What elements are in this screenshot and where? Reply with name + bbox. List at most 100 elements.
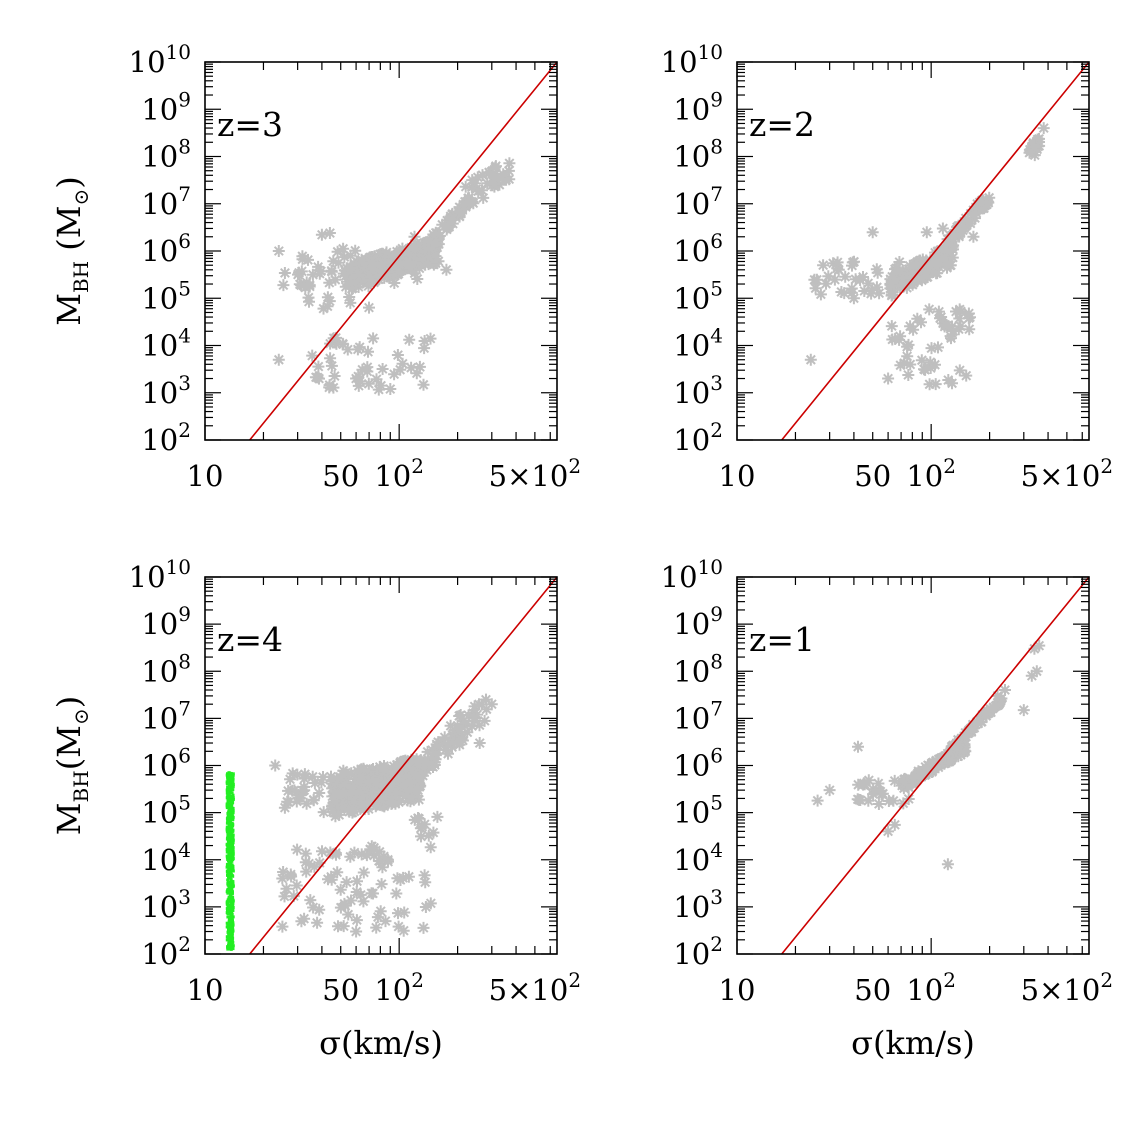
y-tick-label: 105 [141, 791, 191, 830]
scatter-point [442, 747, 454, 760]
scatter-point [380, 246, 393, 259]
scatter-point [376, 265, 389, 277]
scatter-point [385, 780, 398, 793]
green-point [226, 776, 230, 780]
green-point [225, 865, 229, 869]
scatter-point [916, 253, 929, 266]
scatter-point [822, 270, 835, 283]
scatter-point [401, 768, 414, 781]
x-tick-label: 50 [854, 459, 891, 493]
y-tick-label: 108 [673, 649, 723, 688]
scatter-point [307, 901, 320, 914]
green-point [229, 924, 233, 928]
scatter-point [453, 738, 466, 751]
scatter-point [374, 783, 387, 796]
scatter-point [345, 767, 358, 780]
scatter-point [913, 254, 926, 267]
scatter-point [1033, 132, 1045, 145]
scatter-point [324, 352, 337, 365]
y-tick-label: 104 [141, 324, 191, 363]
scatter-point [417, 378, 430, 391]
scatter-point [330, 331, 342, 344]
scatter-point [1030, 665, 1043, 678]
green-point [228, 934, 231, 938]
scatter-point [368, 841, 380, 854]
scatter-point [938, 244, 951, 257]
scatter-point [277, 279, 290, 292]
scatter-point [872, 798, 885, 810]
scatter-point [369, 800, 382, 813]
scatter-point [296, 250, 309, 263]
scatter-point [454, 709, 467, 721]
scatter-point [973, 196, 986, 209]
scatter-point [462, 192, 474, 205]
green-point [226, 898, 230, 902]
green-point [231, 833, 235, 837]
green-point [226, 848, 230, 852]
scatter-point [410, 367, 423, 380]
scatter-point [480, 693, 492, 706]
scatter-point [893, 256, 906, 268]
scatter-point [405, 791, 418, 804]
green-point [231, 816, 235, 820]
green-point [227, 814, 231, 818]
scatter-point [853, 793, 866, 806]
scatter-point [404, 258, 417, 271]
scatter-point [471, 171, 484, 184]
y-tick-label: 106 [673, 744, 723, 783]
scatter-point [354, 888, 367, 901]
scatter-point [862, 774, 875, 787]
scatter-point [983, 191, 996, 204]
scatter-point [398, 906, 411, 919]
scatter-point [948, 230, 961, 243]
scatter-point [415, 830, 427, 843]
green-point [230, 818, 234, 822]
scatter-point [503, 157, 516, 170]
scatter-point [858, 285, 871, 297]
green-point [227, 922, 231, 926]
scatter-point [945, 238, 958, 251]
scatter-point [308, 860, 321, 873]
scatter-point [384, 383, 397, 395]
scatter-point [396, 779, 409, 792]
scatter-point [392, 920, 405, 933]
green-point [229, 902, 233, 906]
scatter-point [882, 372, 895, 385]
scatter-point [944, 246, 957, 258]
scatter-point [282, 784, 295, 797]
scatter-point [272, 245, 285, 257]
scatter-point [404, 777, 417, 789]
scatter-series [811, 639, 1046, 871]
green-point [230, 912, 234, 916]
green-point [230, 801, 234, 805]
green-point [227, 941, 231, 945]
scatter-point [327, 255, 340, 268]
scatter-point [890, 262, 903, 275]
scatter-point [334, 771, 347, 784]
scatter-point [353, 776, 366, 789]
green-point [226, 908, 230, 912]
green-point [231, 772, 235, 776]
scatter-point [885, 320, 898, 333]
scatter-point [363, 267, 376, 280]
scatter-point [337, 242, 350, 255]
green-point [226, 793, 230, 797]
green-point [225, 842, 229, 846]
scatter-point [451, 719, 464, 732]
x-tick-label: 102 [374, 968, 424, 1007]
scatter-point [278, 267, 291, 279]
scatter-point [352, 379, 365, 392]
scatter-point [339, 280, 352, 293]
scatter-point [307, 793, 320, 806]
scatter-point [440, 263, 453, 276]
scatter-point [1037, 122, 1050, 135]
scatter-point [967, 230, 980, 243]
scatter-point [394, 363, 407, 376]
scatter-point [489, 160, 502, 173]
scatter-point [291, 768, 304, 781]
scatter-point [422, 829, 435, 842]
scatter-point [328, 370, 341, 382]
green-point [231, 857, 235, 861]
green-point [228, 906, 232, 909]
scatter-point [344, 261, 357, 274]
